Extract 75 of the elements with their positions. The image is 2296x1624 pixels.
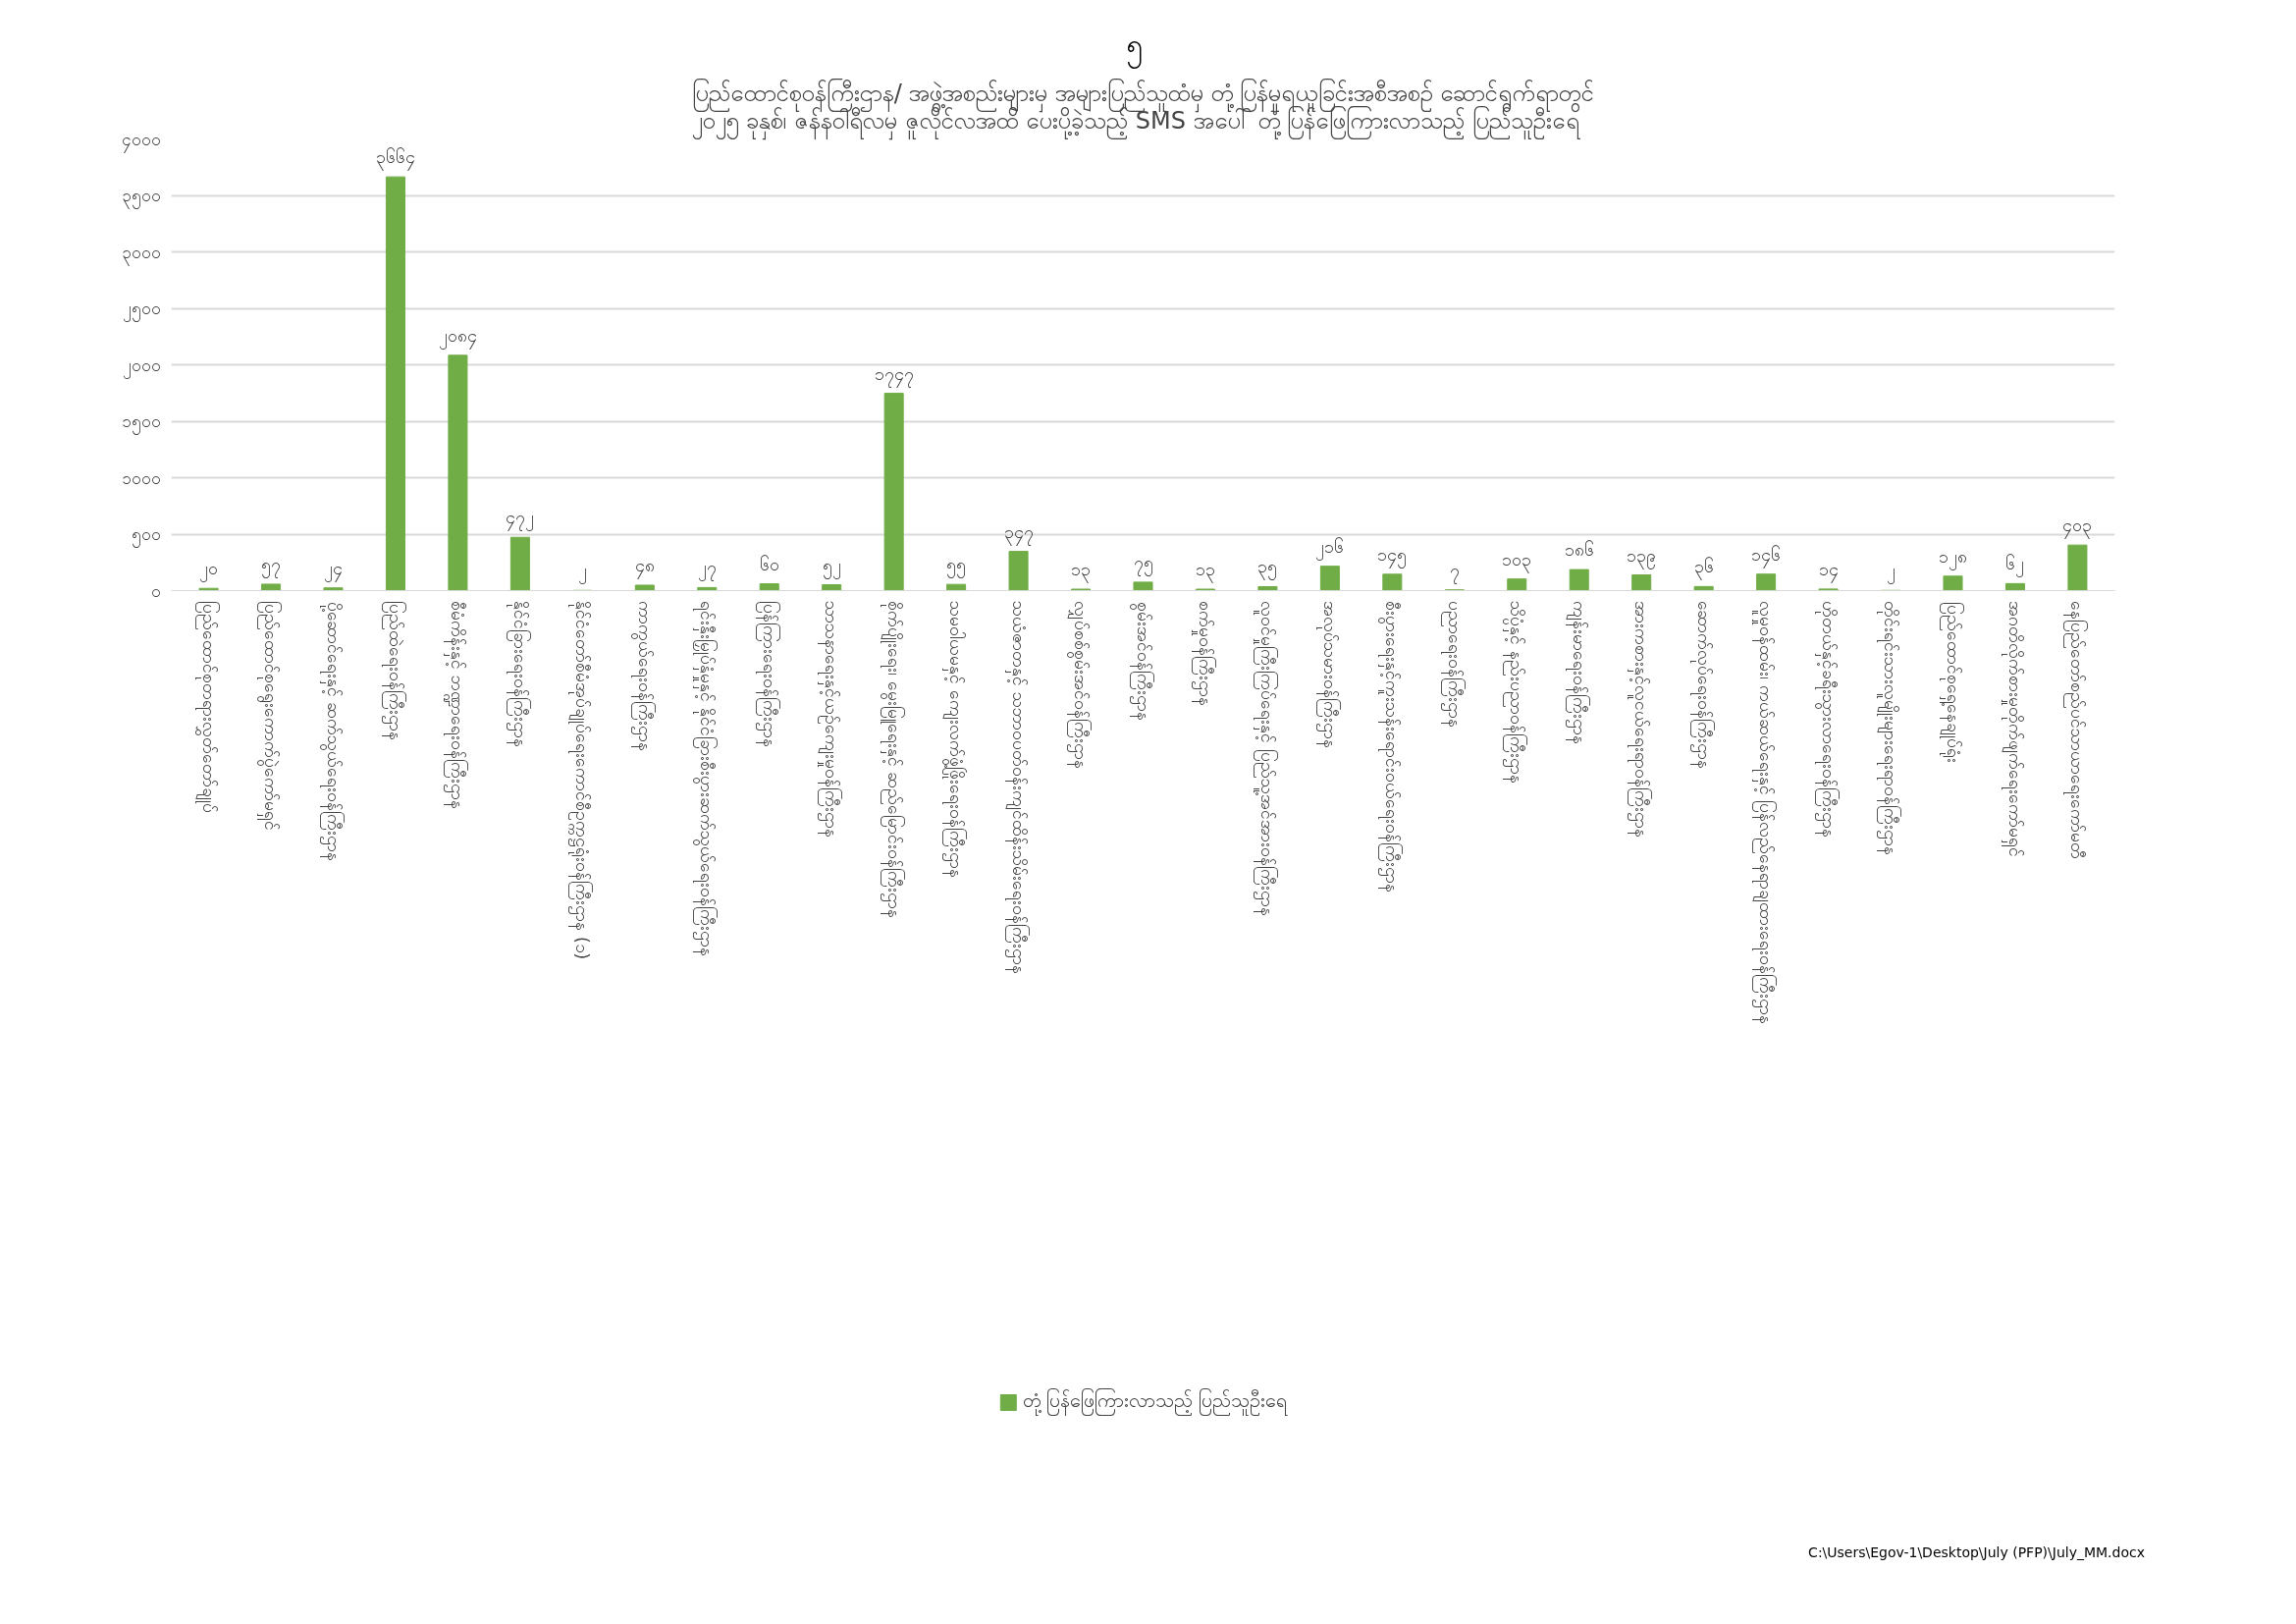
x-tick-label: အားကစားနှင့်လူငယ်ရေးရာဝန်ကြီးဌာန — [1628, 601, 1653, 839]
x-tick-label: ပြည်ထောင်စုတရားလွှတ်တော်ချုပ် — [194, 601, 220, 814]
x-tick-label: စီးပွားရေးနှင့်ကူးသန်းရောင်းဝယ်ရေးဝန်ကြီးဌာန — [1378, 601, 1404, 893]
data-label: ၅၅ — [946, 555, 967, 579]
data-label: ၇ — [1449, 560, 1460, 584]
data-label: ၄၈ — [634, 555, 655, 579]
legend-label: တုံ့ပြန်ဖြေကြားလာသည့် ပြည်သူဦးရေ — [1022, 1387, 1288, 1418]
y-tick-label: ၅၀၀ — [131, 523, 161, 548]
x-tick-label: ကျန်းမာရေးဝန်ကြီးဌာန — [1565, 601, 1590, 745]
x-tick-label: နိုင်ငံခြားရေးဝန်ကြီးဌာန — [506, 601, 531, 748]
data-label: ၃၄၇ — [1003, 521, 1034, 546]
data-label: ၇၅ — [1133, 552, 1153, 576]
x-tick-label: ပြည်ထောင်စုရွေးကောက်ပွဲကော်မရှင် — [257, 601, 283, 832]
data-label: ၁၃ — [1071, 559, 1092, 583]
x-tick-label: အလုပ်သမားဝန်ကြီးဌာန — [1315, 601, 1341, 749]
y-tick-label: ၀ — [150, 580, 161, 601]
chart-title: ပြည်ထောင်စုဝန်ကြီးဌာန/ အဖွဲ့အစည်းများမှ အများပြည်သူထံမှ တုံ့ပြန်မှုရယူခြင်းအစီအစဉ် ဆောင်ရွက်ရာတွင် ၂၀၂၅ ခုနှစ်၊ ဇန်နဝါရီလမှ ဇူလိုင်လအထိ ပေးပို့ခဲ့သည့် SMS အပေါ် တုံ့ပြန်ဖြေကြားလာသည့် ပြည်သူဦးရေ — [691, 77, 1595, 140]
x-tick-label: ရင်းနှီးမြှုပ်နှံမှုနှင့် နိုင်ငံခြားစီးပွားဆက်သွယ်ရေးဝန်ကြီးဌာန — [693, 601, 719, 956]
data-label: ၂၄ — [324, 558, 343, 582]
data-label: ၂ — [1886, 561, 1896, 585]
x-tick-label: သယံဇာတနှင့် သဘာဝပတ်ဝန်းကျင်ထိန်းသိမ်းရေးဝန်ကြီးဌာန — [1004, 601, 1030, 974]
text: ၅ — [1125, 27, 1143, 67]
y-tick-label: ၁၅၀၀ — [121, 410, 161, 435]
x-tick-label: သာသနာရေးနှင့်ယဉ်ကျေးမှုဝန်ကြီးဌာန — [818, 601, 843, 839]
x-tick-label: လူဝင်မှုကြီးကြပ်ရေးနှင့် ပြည်သူ့အင်အားဝန်ကြီးဌာန — [1254, 601, 1279, 916]
x-tick-label: ပြန်ကြားရေးဝန်ကြီးဌာန — [755, 601, 780, 748]
data-label: ၅၂ — [822, 555, 841, 579]
x-tick-label: စွမ်းအင်ဝန်ကြီးဌာန — [1129, 601, 1154, 721]
y-tick-label: ၂၀၀၀ — [122, 354, 161, 379]
data-label: ၂၁၆ — [1315, 536, 1345, 561]
text: C:\Users\Egov-1\Desktop\July (PFP)\July_MM.docx — [1808, 1543, 2145, 1562]
data-label: ၁၄၆ — [1751, 544, 1782, 568]
data-label: ၁၄ — [1818, 559, 1839, 583]
data-label: ၅၇ — [261, 554, 282, 578]
x-tick-label: စက်မှုဝန်ကြီးဌာန — [1191, 601, 1216, 707]
x-tick-label: ပညာရေးဝန်ကြီးဌာန — [1440, 601, 1466, 729]
y-tick-label: ၁၀၀၀ — [121, 467, 161, 488]
x-tick-label: သိပ္ပံနှင့် နည်းပညာဝန်ကြီးဌာန — [1503, 601, 1528, 784]
data-label: ၁၂၈ — [1939, 546, 1967, 570]
data-label: ၃၆၆၄ — [375, 146, 415, 171]
x-tick-label: လျှပ်စစ်စွမ်းအင်ဝန်ကြီးဌာန — [1067, 601, 1093, 770]
y-tick-label: ၄၀၀၀ — [121, 129, 161, 153]
data-label: ၁၄၅ — [1377, 544, 1408, 568]
y-tick-label: ၃၅၀၀ — [121, 185, 161, 209]
x-tick-label: နိုင်ငံတော်စီမံအုပ်ချုပ်ရေးကောင်စီဥက္ကဋ္ဌရုံးဝန်ကြီးဌာန (၁) — [568, 601, 594, 960]
data-label: ၁၈၆ — [1564, 539, 1594, 560]
y-tick-label: ၂၅၀၀ — [122, 298, 161, 322]
x-tick-label: အဂတိလိုက်စားမှုတိုက်ဖျက်ရေးကော်မရှင် — [2001, 601, 2025, 858]
x-tick-label: ပြည်ထဲရေးဝန်ကြီးဌာန — [381, 601, 406, 741]
x-tick-label: ဆောက်လုပ်ရေးဝန်ကြီးဌာန — [1689, 601, 1715, 770]
x-tick-label: သမဝါယမနှင့် ကျေးလက်ဖွံ့ဖြိုးရေးဝန်ကြီးဌာန — [942, 601, 968, 878]
data-label: ၆၂ — [2005, 554, 2025, 578]
data-label: ၂၀ — [199, 559, 219, 583]
data-label: ၄၀၃ — [2062, 515, 2093, 539]
data-label: ၄၇၂ — [506, 508, 535, 532]
data-label: ၃၅ — [1257, 557, 1278, 581]
data-label: ၆၀ — [759, 554, 779, 574]
y-tick-label: ၃၀၀၀ — [121, 242, 161, 266]
x-tick-label: တိုင်းရင်းသားလူမျိုးများရေးရာဝန်ကြီးဌာန — [1877, 601, 1902, 856]
x-tick-label: စီမံကိန်းနှင့် ဘဏ္ဍာရေးဝန်ကြီးဌာန — [444, 601, 469, 809]
x-tick-label: ဟိုတယ်နှင့်ခရီးသွားလာရေးဝန်ကြီးဌာန — [1814, 601, 1840, 839]
x-tick-label: ပြည်ထောင်စုရှေ့နေချုပ်ရုံး — [1939, 601, 1964, 763]
data-label: ၂ — [577, 561, 587, 585]
x-tick-label: လူမှုဝန်ထမ်း၊ ကယ်ဆယ်ရေးနှင့် ပြန်လည်နေရာချထားရေးဝန်ကြီးဌာန — [1752, 601, 1778, 1025]
x-tick-label: ကာကွယ်ရေးဝန်ကြီးဌာန — [630, 601, 656, 752]
data-label: ၂၇ — [697, 558, 717, 582]
x-tick-label: ပို့ဆောင်ရေးနှင့် ဆက်သွယ်ရေးဝန်ကြီးဌာန — [319, 601, 345, 861]
data-label: ၂၀၈၄ — [438, 325, 477, 350]
data-label: ၁၃၉ — [1627, 545, 1657, 569]
x-tick-label: စိုက်ပျိုးရေး၊ မွေးမြူရေးနှင့် ဆည်မြောင်းဝန်ကြီးဌာန — [880, 601, 905, 919]
data-label: ၁၀၃ — [1502, 549, 1532, 573]
x-tick-label: နေပြည်တော်စည်ပင်သာယာရေးကော်မတီ — [2063, 601, 2089, 860]
data-label: ၃၆ — [1693, 557, 1714, 581]
data-label: ၁၃ — [1195, 559, 1215, 583]
data-label: ၁၇၄၇ — [874, 363, 914, 388]
